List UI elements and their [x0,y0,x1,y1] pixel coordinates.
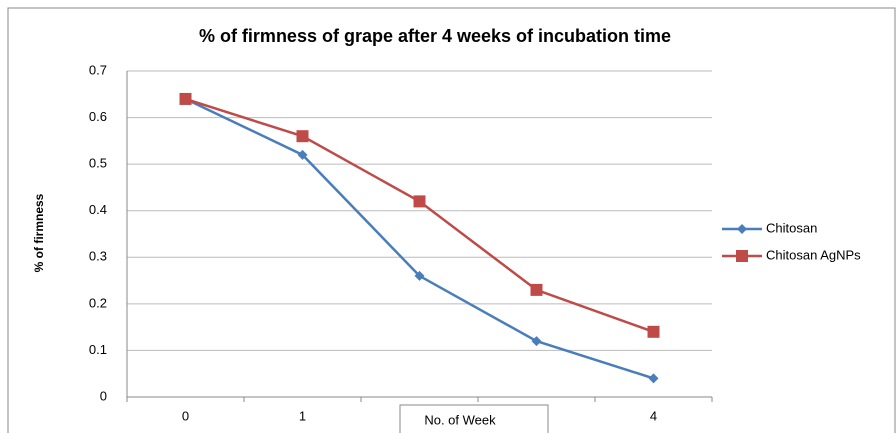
chart-title: % of firmness of grape after 4 weeks of … [199,26,671,46]
legend-marker [736,250,748,262]
marker [297,149,308,160]
x-axis-label: No. of Week [424,412,496,427]
legend-label: Chitosan AgNPs [766,247,861,262]
y-tick-label: 0.7 [89,62,107,77]
marker [296,130,309,143]
marker [414,270,425,281]
y-tick-label: 0.1 [89,342,107,357]
marker [647,325,660,338]
y-tick-label: 0.4 [89,202,107,217]
marker [179,92,192,105]
x-tick-label: 1 [299,408,306,423]
marker [413,195,426,208]
y-axis-label: % of firmness [32,193,46,272]
y-tick-label: 0.3 [89,249,107,264]
y-tick-label: 0.5 [89,156,107,171]
x-tick-label: 0 [182,408,189,423]
y-tick-label: 0 [100,388,107,403]
y-tick-label: 0.2 [89,295,107,310]
marker [530,283,543,296]
chart-border [7,7,896,433]
marker [531,336,542,347]
legend-label: Chitosan [766,220,817,235]
marker [648,373,659,384]
legend-marker [737,224,747,234]
x-axis-label-box [399,404,549,433]
x-tick-label: 4 [650,408,657,423]
y-tick-label: 0.6 [89,109,107,124]
